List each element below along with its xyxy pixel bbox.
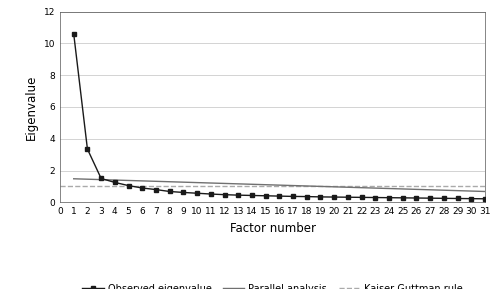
- X-axis label: Factor number: Factor number: [230, 222, 316, 235]
- Y-axis label: Eigenvalue: Eigenvalue: [25, 74, 38, 140]
- Legend: Observed eigenvalue, Parallel analysis, Kaiser-Guttman rule: Observed eigenvalue, Parallel analysis, …: [78, 280, 466, 289]
